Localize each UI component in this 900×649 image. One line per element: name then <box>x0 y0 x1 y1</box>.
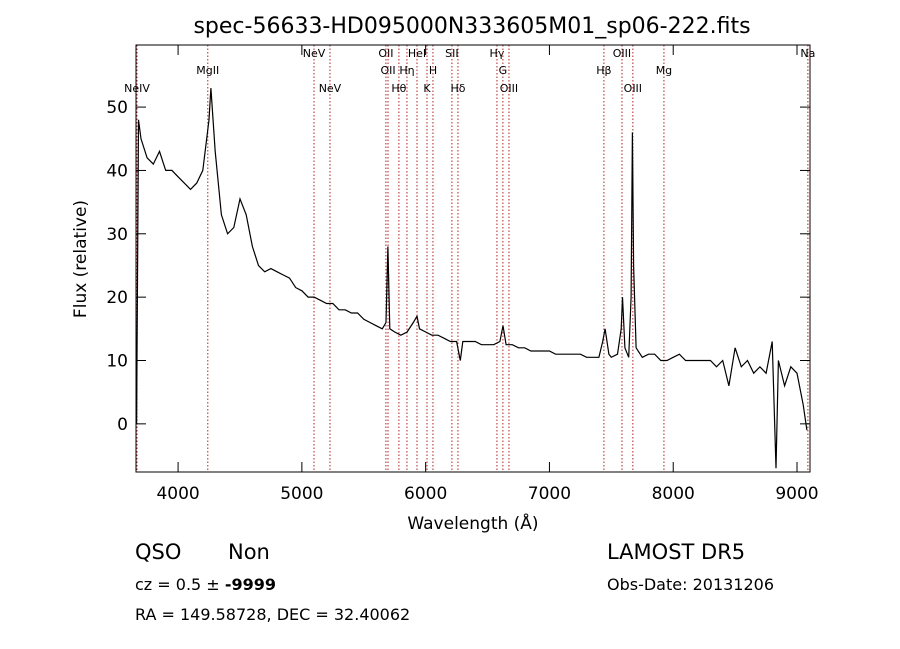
cz: cz = 0.5 ± <box>135 575 220 594</box>
x-tick-label: 7000 <box>528 484 571 504</box>
spectrum <box>136 88 808 469</box>
spectral-line-label: NeV <box>319 82 342 95</box>
y-tick-label: 0 <box>117 415 128 435</box>
x-tick-label: 4000 <box>156 484 199 504</box>
spectral-line-label: NeV <box>303 47 326 60</box>
spectral-line-label: Mg <box>656 64 672 77</box>
spectral-line-label: Hβ <box>596 64 611 77</box>
spectral-line-label: OIII <box>500 82 518 95</box>
spectral-line-label: Hγ <box>490 47 505 60</box>
spectral-line-label: G <box>499 64 508 77</box>
spectral-line-label: SII <box>445 47 458 60</box>
spectral-line-label: Hη <box>399 64 414 77</box>
spectral-line-label: OII <box>380 64 395 77</box>
x-axis-label: Wavelength (Å) <box>407 512 538 534</box>
x-tick-label: 5000 <box>280 484 323 504</box>
obs-date: Obs-Date: 20131206 <box>607 575 774 594</box>
spectral-line-label: OII <box>378 47 393 60</box>
spectral-line-label: Hδ <box>450 82 465 95</box>
y-axis-label: Flux (relative) <box>71 200 91 318</box>
y-tick-label: 10 <box>106 351 128 371</box>
object-subclass: Non <box>228 540 270 564</box>
redshift: cz = 0.5 ± -9999 <box>135 575 276 594</box>
spectral-line-label: OIII <box>624 82 642 95</box>
spectral-line-label: K <box>423 82 431 95</box>
coordinates: RA = 149.58728, DEC = 32.40062 <box>135 605 410 624</box>
y-tick-label: 20 <box>106 288 128 308</box>
spectral-line-label: Hθ <box>391 82 406 95</box>
spectral-line-label: NeIV <box>124 82 150 95</box>
y-tick-label: 30 <box>106 225 128 245</box>
spectral-line-label: Na <box>800 47 815 60</box>
spectral-line-label: H <box>429 64 437 77</box>
spectral-line-label: HeI <box>408 47 426 60</box>
survey: LAMOST DR5 <box>607 540 745 564</box>
x-tick-label: 8000 <box>652 484 695 504</box>
x-tick-label: 6000 <box>404 484 447 504</box>
spectral-line-label: MgII <box>196 64 219 77</box>
cz-error: -9999 <box>225 575 276 594</box>
x-tick-label: 9000 <box>775 484 818 504</box>
y-tick-label: 40 <box>106 161 128 181</box>
y-tick-label: 50 <box>106 98 128 118</box>
plot-frame <box>135 44 811 473</box>
spectral-line-label: OIII <box>613 47 631 60</box>
chart-title: spec-56633-HD095000N333605M01_sp06-222.f… <box>193 14 750 39</box>
object-class: QSO <box>135 540 181 564</box>
